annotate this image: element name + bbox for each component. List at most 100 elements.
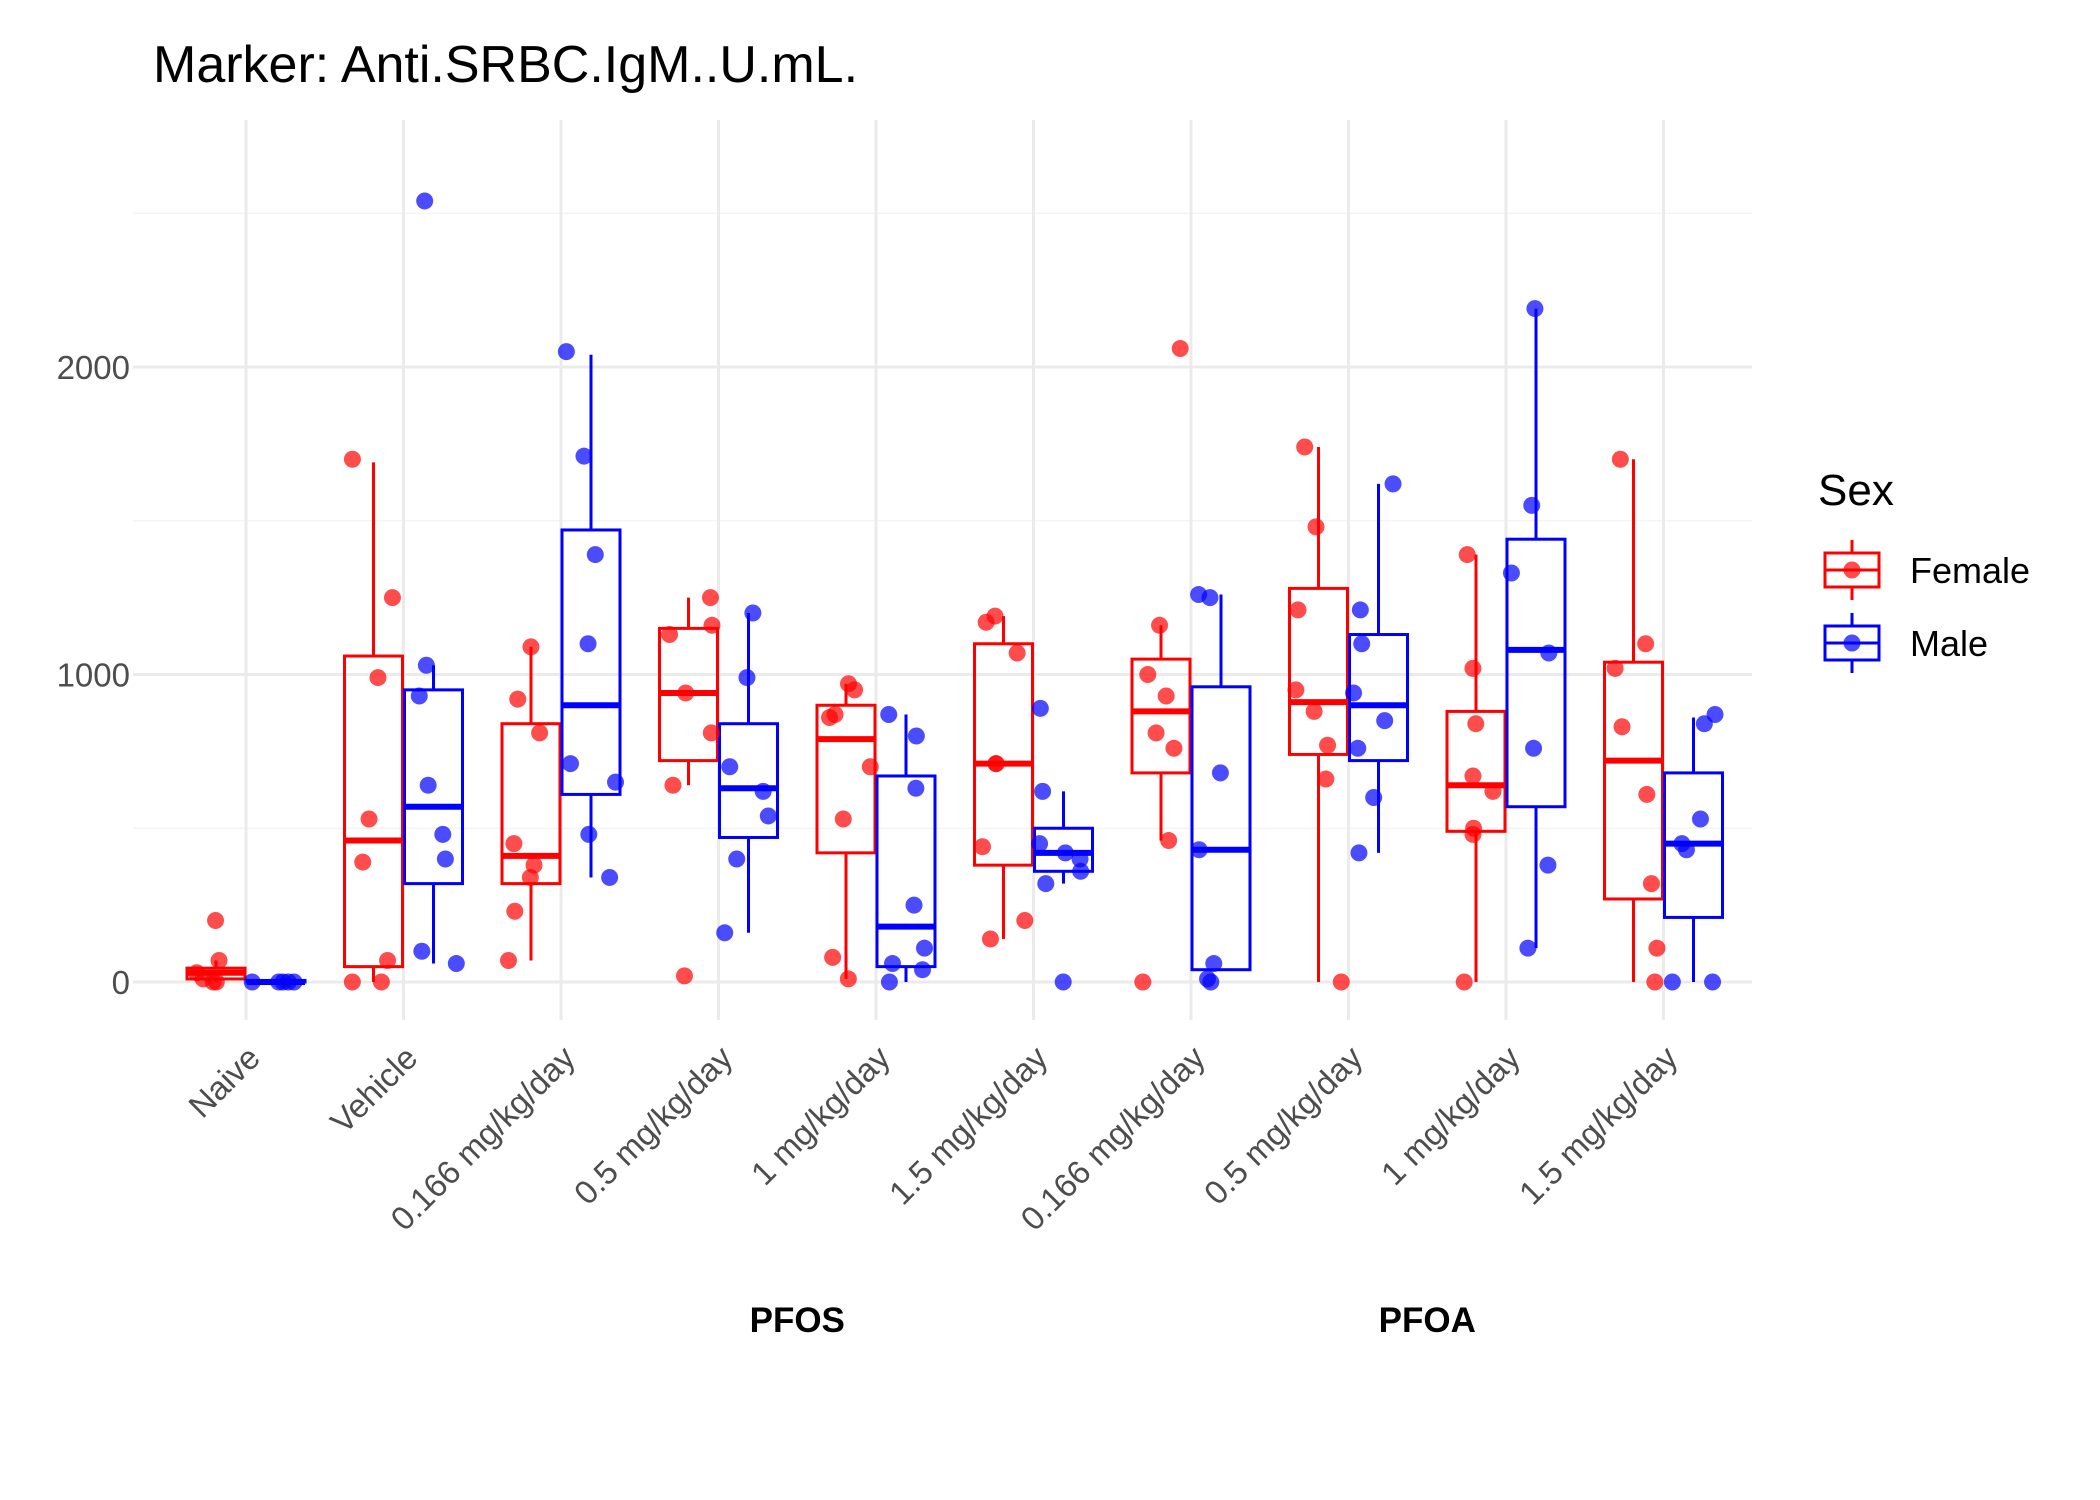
y-tick-label: 2000 [57,349,130,386]
data-point [413,942,431,960]
data-point [1008,644,1026,662]
data-point [1464,659,1482,677]
data-point [1151,616,1169,634]
data-point [1289,601,1307,619]
data-point [677,684,695,702]
chart-title: Marker: Anti.SRBC.IgM..U.mL. [153,36,858,94]
box-plots [185,308,1724,985]
data-point [561,755,579,773]
data-point [1455,973,1473,991]
data-point [703,616,721,634]
data-point [1157,687,1175,705]
data-point [1484,782,1502,800]
data-point [1646,973,1664,991]
data-point [1540,644,1558,662]
data-point [1034,782,1052,800]
data-point [1211,764,1229,782]
data-point [701,589,719,607]
data-point [531,724,549,742]
data-point [1031,835,1049,853]
group-label: PFOA [1379,1301,1476,1340]
data-point [369,669,387,687]
data-point [1190,841,1208,859]
data-point [417,656,435,674]
data-point [586,546,604,564]
data-point [1317,770,1335,788]
data-point [1349,739,1367,757]
data-points [188,192,1724,991]
data-point [1071,850,1089,868]
data-point [1016,912,1034,929]
data-point [416,192,434,210]
data-point [834,810,852,828]
data-point [343,973,361,991]
data-point [379,951,397,969]
data-point [664,776,682,794]
data-point [1458,546,1476,564]
data-point [907,727,925,745]
data-point [410,687,428,705]
data-point [1201,589,1219,607]
legend-title: Sex [1818,466,1894,515]
x-tick-label: Naive [181,1039,267,1125]
data-point [728,850,746,868]
data-point [1139,666,1157,683]
data-point [1642,875,1660,893]
data-point [1691,810,1709,828]
data-point [1384,475,1402,493]
data-point [1351,601,1369,619]
x-tick-label: 0.5 mg/kg/day [1197,1038,1370,1211]
data-point [505,835,523,853]
data-point [754,782,772,800]
legend-key-point [1843,634,1861,652]
x-tick-label: 1 mg/kg/day [744,1038,898,1192]
data-point [1526,300,1544,318]
data-point [883,955,901,973]
data-point [1160,832,1178,850]
data-point [1365,789,1383,806]
legend: Sex Female Male [1818,466,2030,673]
data-point [1171,340,1189,358]
data-point [557,343,575,361]
data-point [207,912,225,929]
data-point [575,447,593,465]
box [1190,685,1252,972]
box [718,722,779,839]
data-point [744,604,762,622]
data-point [1611,450,1629,468]
data-point [343,450,361,468]
data-point [987,755,1005,773]
box [1603,660,1664,901]
data-point [1205,955,1223,973]
data-point [721,758,739,776]
data-point [1704,973,1722,991]
box [560,528,622,796]
group-label: PFOS [750,1301,845,1340]
data-point [1677,841,1695,859]
data-point [1165,739,1183,757]
data-point [447,955,465,973]
data-point [1353,635,1371,653]
data-point [880,973,898,991]
data-point [579,635,597,653]
data-point [661,626,679,644]
data-point [1287,681,1305,699]
data-point [1305,702,1323,720]
data-point [210,951,228,969]
data-point [1345,684,1363,702]
data-point [981,930,999,948]
data-point [372,973,390,991]
box [1505,537,1567,809]
box [875,774,937,969]
data-point [1054,973,1072,991]
data-point [1606,659,1624,677]
data-point [207,973,225,991]
data-point [1648,939,1666,957]
data-point [1037,875,1055,893]
data-point [1056,844,1074,862]
box [1288,586,1349,756]
data-point [354,853,372,871]
data-point [607,773,625,791]
